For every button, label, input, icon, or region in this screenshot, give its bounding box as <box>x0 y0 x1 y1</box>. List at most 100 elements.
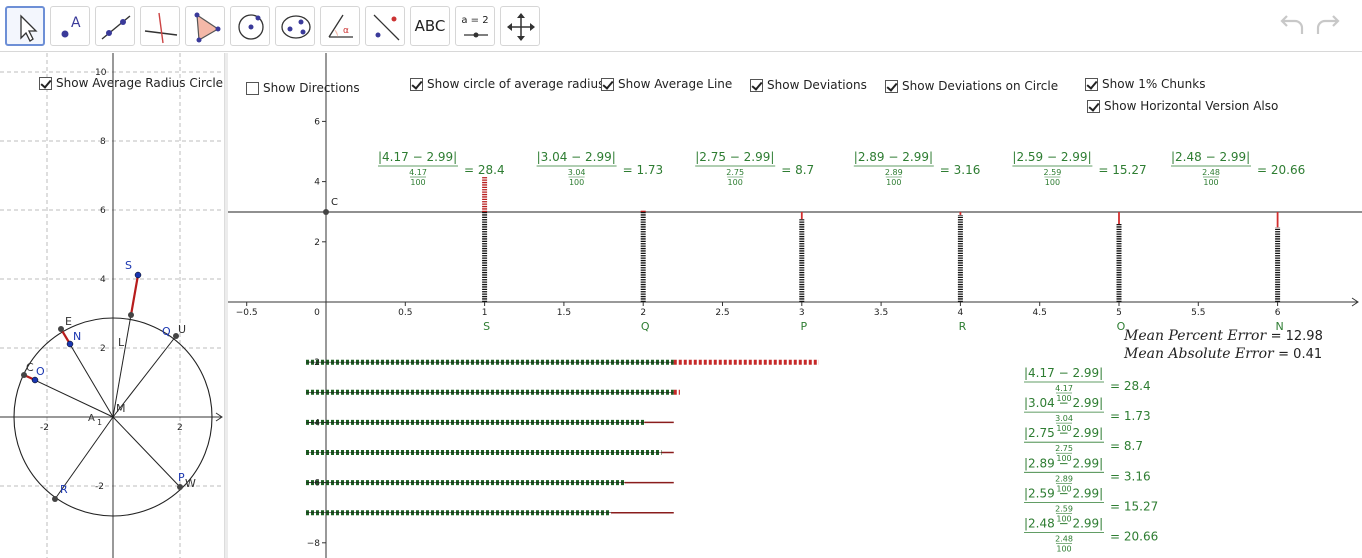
point-label-s: S <box>125 259 132 272</box>
denominator-top: 2.75 <box>1055 444 1073 453</box>
graphics-view-left[interactable]: 10 8 6 4 2 -2 -2 2 <box>0 53 224 558</box>
checkbox-box[interactable] <box>885 79 898 93</box>
ellipse-tool-button[interactable] <box>275 6 315 46</box>
ellipse-icon <box>281 15 311 39</box>
show-deviations-on-circle-checkbox[interactable]: Show Deviations on Circle <box>885 79 1058 93</box>
formula-numerator: |4.17 − 2.99| <box>378 150 457 164</box>
point-icon: A <box>61 15 81 38</box>
denominator-top: 2.75 <box>726 168 744 177</box>
x-tick-label: 6 <box>1275 308 1281 318</box>
point-label-u: U <box>178 323 186 336</box>
angle-tool-button[interactable]: α <box>320 6 360 46</box>
horizontal-chunk-bars <box>306 359 819 516</box>
formula-numerator: |3.04 − 2.99| <box>1024 396 1103 410</box>
show-average-radius-circle-checkbox[interactable]: Show Average Radius Circle <box>39 76 223 90</box>
denominator-bottom: 100 <box>1056 424 1071 433</box>
show-circle-average-radius-checkbox[interactable]: Show circle of average radius <box>410 77 604 91</box>
redo-icon[interactable] <box>1312 12 1344 40</box>
checkbox-label: Show Horizontal Version Also <box>1104 99 1279 113</box>
denominator-bottom: 100 <box>1056 454 1071 463</box>
checkbox-label: Show Average Line <box>618 77 733 91</box>
point-label-w: W <box>185 477 196 490</box>
point-label-subscript: 1 <box>97 418 102 427</box>
undo-icon[interactable] <box>1276 12 1308 40</box>
denominator-bottom: 100 <box>728 178 743 187</box>
point-label-l: L <box>118 336 125 349</box>
move-view-icon <box>507 13 535 41</box>
left-graph-canvas[interactable]: 10 8 6 4 2 -2 -2 2 <box>0 53 224 558</box>
left-gridlines <box>0 53 224 558</box>
graphics-view-right[interactable]: S Q P R O N −0.5 0 0.5 1 1.5 2 2.5 3 3.5 4 4.5 5 5.5 6 6 4 2… <box>228 53 1362 558</box>
show-deviations-checkbox[interactable]: Show Deviations <box>750 78 867 92</box>
checkbox-box[interactable] <box>750 78 763 92</box>
point-label-o: O <box>36 365 45 378</box>
formula-numerator: |4.17 − 2.99| <box>1024 366 1103 380</box>
main-graph-canvas[interactable]: S Q P R O N −0.5 0 0.5 1 1.5 2 2.5 3 3.5 4 4.5 5 5.5 6 6 4 2… <box>228 53 1362 558</box>
view-splitter[interactable] <box>224 53 228 558</box>
reflect-tool-button[interactable] <box>365 6 405 46</box>
radius-segments <box>23 274 181 500</box>
angle-icon: α <box>328 14 353 38</box>
formula-result: = 1.73 <box>623 163 664 177</box>
checkbox-box[interactable] <box>39 76 52 90</box>
formula-numerator: |2.75 − 2.99| <box>695 150 774 164</box>
circle-center-point-icon <box>238 14 264 40</box>
point-label-q: Q <box>162 325 171 338</box>
left-xtick-2: 2 <box>177 423 183 433</box>
point-c[interactable] <box>323 209 329 216</box>
left-ytick-4: 4 <box>100 275 106 285</box>
denominator-top: 2.59 <box>1043 168 1061 177</box>
text-tool-button[interactable]: ABC <box>410 6 450 46</box>
formula-numerator: |2.48 − 2.99| <box>1024 517 1103 531</box>
reflect-icon <box>373 14 400 41</box>
x-tick-label: 4 <box>958 308 964 318</box>
point-c-group: C <box>323 197 338 216</box>
category-label-o: O <box>1117 320 1126 333</box>
slider-tool-button[interactable]: a = 2 <box>455 6 495 46</box>
denominator-top: 2.89 <box>885 168 903 177</box>
checkbox-box[interactable] <box>1085 77 1098 91</box>
denominator-top: 2.48 <box>1055 535 1073 544</box>
checkbox-box[interactable] <box>601 77 614 91</box>
polygon-tool-button[interactable] <box>185 6 225 46</box>
average-radius-circle <box>13 317 213 517</box>
perpendicular-line-icon <box>144 12 178 44</box>
perpendicular-tool-button[interactable] <box>140 6 180 46</box>
x-axis-arrow <box>1351 297 1359 307</box>
y-tick-label: −4 <box>307 418 321 428</box>
show-directions-checkbox[interactable]: Show Directions <box>246 81 360 95</box>
move-tool-button[interactable] <box>5 6 45 46</box>
checkbox-box[interactable] <box>410 77 423 91</box>
x-tick-label: 0.5 <box>398 308 412 318</box>
point-tool-button[interactable]: A <box>50 6 90 46</box>
point-label-c: C <box>26 361 34 374</box>
checkbox-box[interactable] <box>246 81 259 95</box>
denominator-bottom: 100 <box>1056 394 1071 403</box>
show-1-percent-chunks-checkbox[interactable]: Show 1% Chunks <box>1085 77 1205 91</box>
circle-tool-button[interactable] <box>230 6 270 46</box>
denominator-top: 3.04 <box>568 168 586 177</box>
formula-result: = 15.27 <box>1098 163 1146 177</box>
line-tool-button[interactable] <box>95 6 135 46</box>
x-tick-label: 1 <box>482 308 488 318</box>
y-tick-label: −8 <box>307 539 321 549</box>
cursor-arrow-icon <box>20 14 38 42</box>
denominator-top: 2.89 <box>1055 474 1073 483</box>
denominator-top: 4.17 <box>409 168 427 177</box>
y-tick-label: 2 <box>314 238 320 248</box>
show-average-line-checkbox[interactable]: Show Average Line <box>601 77 732 91</box>
show-horizontal-version-checkbox[interactable]: Show Horizontal Version Also <box>1087 99 1278 113</box>
checkbox-box[interactable] <box>1087 99 1100 113</box>
x-tick-label: 4.5 <box>1033 308 1047 318</box>
move-view-tool-button[interactable] <box>500 6 540 46</box>
x-tick-label: 3 <box>799 308 805 318</box>
formula-numerator: |2.48 − 2.99| <box>1171 150 1250 164</box>
